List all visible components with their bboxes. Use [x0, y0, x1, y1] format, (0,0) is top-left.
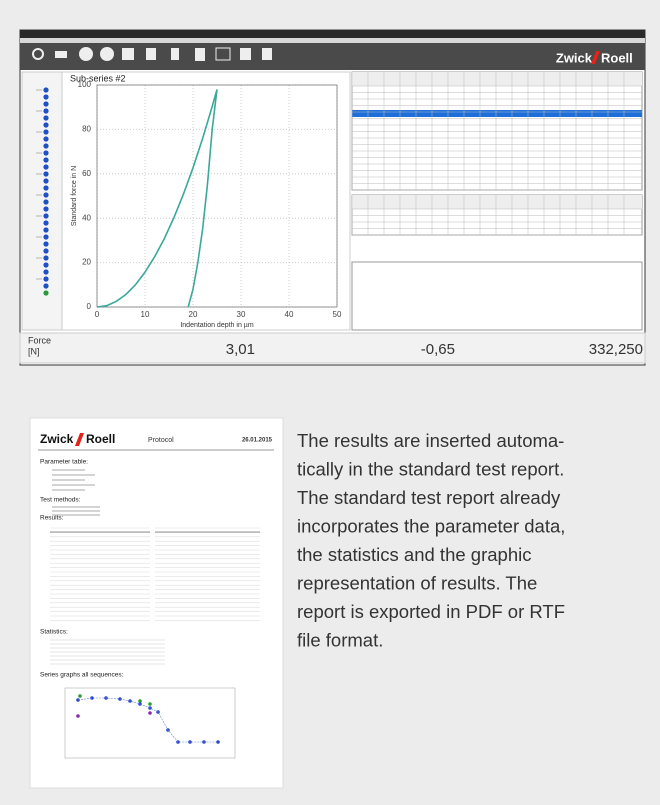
specimen-dot[interactable] — [43, 276, 48, 281]
report-section: Test methods: — [40, 497, 81, 504]
status-value: -0,65 — [421, 341, 455, 358]
report-section: Results: — [40, 515, 64, 522]
description-line: the statistics and the graphic — [297, 544, 531, 565]
x-tick-label: 30 — [237, 310, 246, 319]
menu-bar — [20, 38, 645, 43]
report-date: 26.01.2015 — [242, 438, 273, 444]
results-table — [352, 72, 642, 190]
specimen-dot[interactable] — [43, 178, 48, 183]
x-axis-label: Indentation depth in µm — [180, 322, 253, 329]
notes-panel — [352, 262, 642, 330]
specimen-dot[interactable] — [43, 241, 48, 246]
specimen-dot[interactable] — [43, 220, 48, 225]
icon[interactable] — [195, 48, 205, 61]
status-bar — [20, 333, 645, 363]
specimen-dot[interactable] — [43, 269, 48, 274]
x-tick-label: 40 — [285, 310, 294, 319]
specimen-dot[interactable] — [43, 122, 48, 127]
specimen-dot[interactable] — [43, 262, 48, 267]
specimen-dot[interactable] — [43, 290, 48, 295]
specimen-dot[interactable] — [43, 199, 48, 204]
specimen-dot[interactable] — [43, 136, 48, 141]
description-line: file format. — [297, 629, 383, 650]
specimen-dot[interactable] — [43, 164, 48, 169]
specimen-dot[interactable] — [43, 87, 48, 92]
report-section: Statistics: — [40, 629, 68, 636]
report-section: Parameter table: — [40, 459, 88, 466]
status-unit: [N] — [28, 346, 40, 356]
brand: Roell — [601, 50, 633, 65]
y-tick-label: 60 — [82, 169, 91, 178]
statistics-table — [352, 195, 642, 235]
description-line: tically in the standard test report. — [297, 458, 564, 479]
specimen-dot[interactable] — [43, 185, 48, 190]
report-graph-point — [138, 699, 142, 703]
specimen-dot[interactable] — [43, 248, 48, 253]
y-tick-label: 80 — [82, 125, 91, 134]
specimen-dot[interactable] — [43, 192, 48, 197]
specimen-dot[interactable] — [43, 213, 48, 218]
specimen-dot[interactable] — [43, 143, 48, 148]
specimen-dot[interactable] — [43, 115, 48, 120]
icon[interactable] — [79, 47, 93, 61]
description-line: incorporates the parameter data, — [297, 515, 565, 536]
specimen-dot[interactable] — [43, 171, 48, 176]
report-graph-point — [148, 711, 152, 715]
icon[interactable] — [100, 47, 114, 61]
y-tick-label: 100 — [78, 80, 92, 89]
report-graph-point — [148, 702, 152, 706]
toolbar — [20, 43, 645, 70]
y-tick-label: 20 — [82, 258, 91, 267]
description-line: The standard test report already — [297, 487, 561, 508]
specimen-dot[interactable] — [43, 283, 48, 288]
title-bar — [20, 30, 645, 38]
y-tick-label: 40 — [82, 213, 91, 222]
report-brand: Zwick — [40, 432, 74, 446]
page: Zwick Roell Sub-series #2020406080100010… — [0, 0, 660, 805]
report-graph-point — [76, 714, 80, 718]
x-tick-label: 0 — [95, 310, 100, 319]
description-line: representation of results. The — [297, 572, 537, 593]
status-label: Force — [28, 335, 51, 345]
report-brand: Roell — [86, 432, 115, 446]
report-section: Series graphs all sequences: — [40, 672, 124, 679]
specimen-dot[interactable] — [43, 206, 48, 211]
description-line: report is exported in PDF or RTF — [297, 601, 565, 622]
specimen-dot[interactable] — [43, 94, 48, 99]
specimen-dot[interactable] — [43, 129, 48, 134]
x-tick-label: 20 — [189, 310, 198, 319]
y-axis-label: Standard force in N — [71, 166, 78, 226]
brand: Zwick — [556, 50, 593, 65]
status-value: 332,250 — [589, 341, 643, 358]
sidebar — [22, 72, 62, 330]
report-title: Protocol — [148, 437, 174, 444]
specimen-dot[interactable] — [43, 227, 48, 232]
description-line: The results are inserted automa- — [297, 430, 564, 451]
x-tick-label: 10 — [141, 310, 150, 319]
specimen-dot[interactable] — [43, 108, 48, 113]
icon[interactable] — [262, 48, 272, 60]
specimen-dot[interactable] — [43, 150, 48, 155]
specimen-dot[interactable] — [43, 157, 48, 162]
status-value: 3,01 — [226, 341, 255, 358]
icon[interactable] — [55, 51, 67, 58]
specimen-dot[interactable] — [43, 234, 48, 239]
icon[interactable] — [171, 48, 179, 60]
icon[interactable] — [122, 48, 134, 60]
y-tick-label: 0 — [87, 302, 92, 311]
report-graph-point — [78, 694, 82, 698]
x-tick-label: 50 — [333, 310, 342, 319]
icon[interactable] — [240, 48, 251, 60]
specimen-dot[interactable] — [43, 101, 48, 106]
specimen-dot[interactable] — [43, 255, 48, 260]
icon[interactable] — [146, 48, 156, 60]
